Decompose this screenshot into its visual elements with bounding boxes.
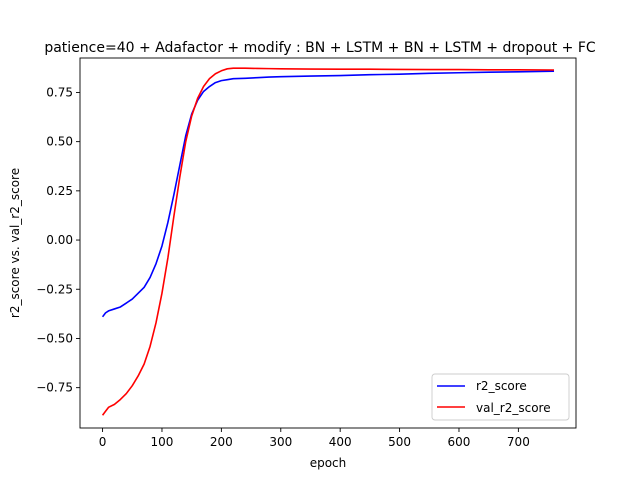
x-tick-label: 100: [151, 435, 174, 449]
x-tick-label: 500: [388, 435, 411, 449]
y-tick-label: 0.25: [46, 184, 73, 198]
y-axis: −0.75 −0.50 −0.25 0.00 0.25 0.50 0.75: [36, 85, 80, 395]
chart-title: patience=40 + Adafactor + modify : BN + …: [44, 40, 596, 56]
legend-label-val-r2-score: val_r2_score: [476, 401, 551, 415]
x-tick-label: 300: [269, 435, 292, 449]
y-axis-label: r2_score vs. val_r2_score: [8, 168, 22, 318]
y-tick-label: 0.75: [46, 85, 73, 99]
legend-box: [431, 373, 570, 421]
y-tick-label: −0.75: [36, 381, 73, 395]
legend-label-r2-score: r2_score: [476, 379, 527, 393]
x-axis-label: epoch: [310, 456, 347, 470]
legend: r2_score val_r2_score: [431, 373, 570, 421]
x-tick-label: 600: [448, 435, 471, 449]
series-line-r2-score: [101, 70, 555, 318]
x-tick-label: 400: [329, 435, 352, 449]
series-line-val-r2-score: [101, 67, 555, 416]
y-tick-label: 0.50: [46, 135, 73, 149]
y-tick-label: 0.00: [46, 233, 73, 247]
plot-area: [101, 67, 555, 416]
y-tick-label: −0.25: [36, 282, 73, 296]
x-axis: 0 100 200 300 400 500 600 700: [99, 428, 530, 449]
plot-frame: [79, 57, 577, 429]
y-tick-label: −0.50: [36, 331, 73, 345]
x-tick-label: 200: [210, 435, 233, 449]
x-tick-label: 700: [507, 435, 530, 449]
x-tick-label: 0: [99, 435, 107, 449]
